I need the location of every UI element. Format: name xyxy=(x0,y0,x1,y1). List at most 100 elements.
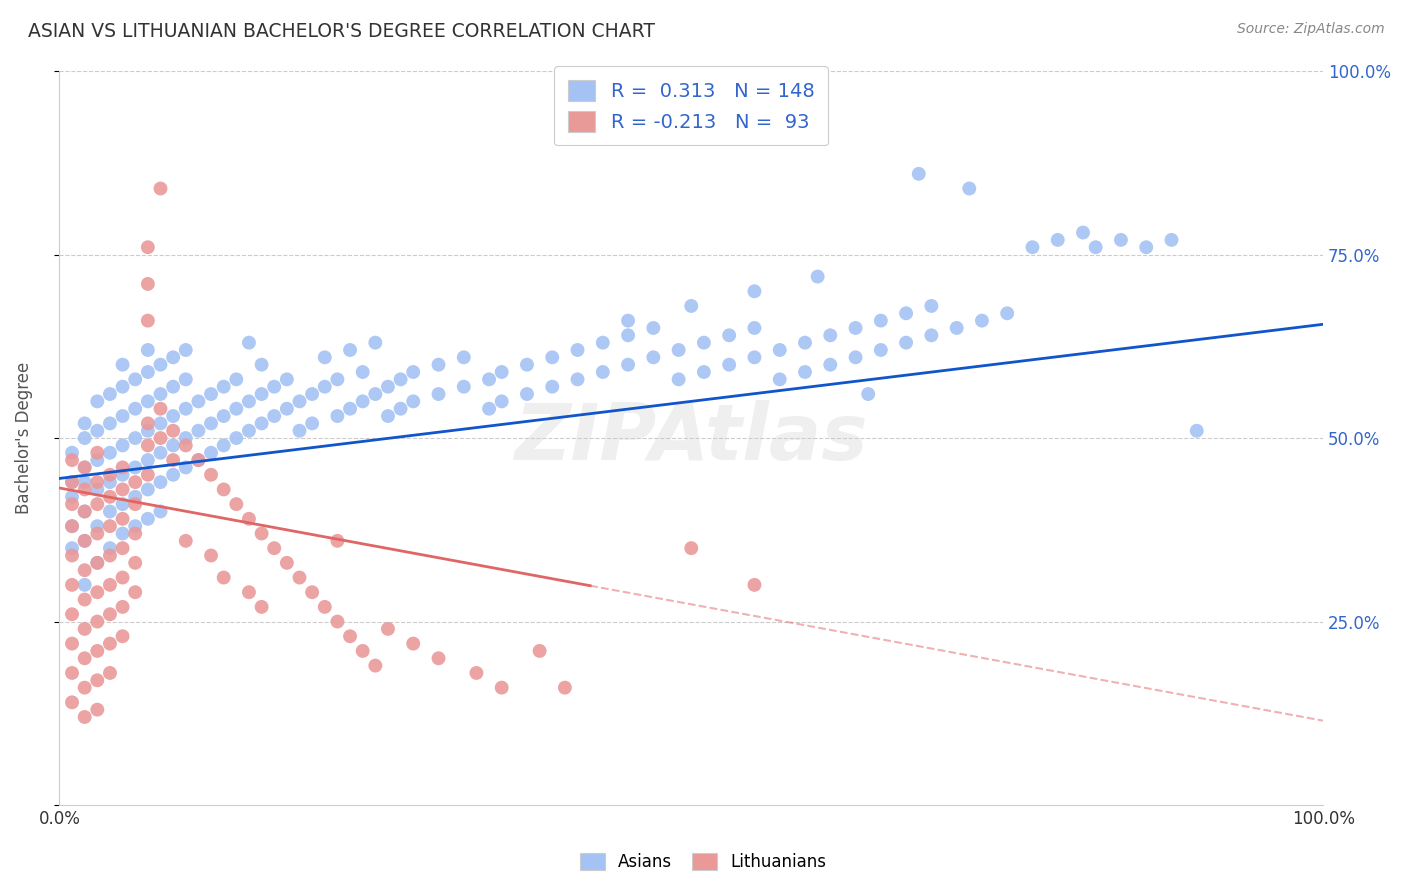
Point xyxy=(86,556,108,570)
Point xyxy=(98,490,121,504)
Point xyxy=(124,401,146,416)
Point xyxy=(478,401,501,416)
Point xyxy=(225,497,247,511)
Point xyxy=(402,365,425,379)
Point xyxy=(744,351,766,365)
Point xyxy=(111,460,134,475)
Text: ASIAN VS LITHUANIAN BACHELOR'S DEGREE CORRELATION CHART: ASIAN VS LITHUANIAN BACHELOR'S DEGREE CO… xyxy=(28,22,655,41)
Point xyxy=(427,651,450,665)
Point xyxy=(238,512,260,526)
Point xyxy=(744,285,766,299)
Point xyxy=(187,453,209,467)
Point xyxy=(238,424,260,438)
Point xyxy=(427,387,450,401)
Point xyxy=(174,438,197,452)
Point xyxy=(98,607,121,622)
Point xyxy=(124,460,146,475)
Point xyxy=(238,394,260,409)
Point xyxy=(174,372,197,386)
Point xyxy=(60,475,83,489)
Point xyxy=(693,335,716,350)
Point xyxy=(567,372,589,386)
Point xyxy=(149,181,172,195)
Point xyxy=(124,475,146,489)
Point xyxy=(250,358,273,372)
Point xyxy=(364,387,387,401)
Point xyxy=(364,335,387,350)
Point xyxy=(794,335,817,350)
Point xyxy=(845,351,868,365)
Point xyxy=(681,541,703,556)
Point xyxy=(1071,226,1094,240)
Point xyxy=(60,665,83,680)
Point xyxy=(212,483,235,497)
Point xyxy=(111,358,134,372)
Point xyxy=(1185,424,1208,438)
Point xyxy=(73,460,96,475)
Legend: R =  0.313   N = 148, R = -0.213   N =  93: R = 0.313 N = 148, R = -0.213 N = 93 xyxy=(554,66,828,145)
Point xyxy=(250,526,273,541)
Point xyxy=(98,446,121,460)
Point xyxy=(98,541,121,556)
Point xyxy=(592,335,614,350)
Point xyxy=(73,460,96,475)
Point xyxy=(136,417,159,431)
Point xyxy=(516,387,538,401)
Point xyxy=(920,328,942,343)
Point xyxy=(314,599,336,614)
Point xyxy=(326,409,349,423)
Point xyxy=(149,446,172,460)
Point xyxy=(693,365,716,379)
Point xyxy=(225,431,247,445)
Point xyxy=(326,533,349,548)
Point xyxy=(149,358,172,372)
Point xyxy=(288,570,311,584)
Point xyxy=(352,365,374,379)
Point xyxy=(617,313,640,327)
Point xyxy=(200,417,222,431)
Point xyxy=(60,453,83,467)
Point xyxy=(643,321,665,335)
Point xyxy=(453,380,475,394)
Point xyxy=(1021,240,1043,254)
Point xyxy=(326,615,349,629)
Point xyxy=(995,306,1018,320)
Point xyxy=(263,409,285,423)
Point xyxy=(124,490,146,504)
Text: ZIPAtlas: ZIPAtlas xyxy=(515,401,868,476)
Point xyxy=(124,431,146,445)
Point xyxy=(73,504,96,518)
Point xyxy=(136,277,159,291)
Point xyxy=(200,467,222,482)
Point xyxy=(86,585,108,599)
Point xyxy=(681,299,703,313)
Point xyxy=(111,483,134,497)
Point xyxy=(98,387,121,401)
Point xyxy=(136,512,159,526)
Point xyxy=(820,358,842,372)
Point xyxy=(174,533,197,548)
Point xyxy=(73,710,96,724)
Point xyxy=(73,622,96,636)
Point xyxy=(60,607,83,622)
Point xyxy=(200,549,222,563)
Point xyxy=(111,497,134,511)
Point xyxy=(86,424,108,438)
Point xyxy=(86,453,108,467)
Point xyxy=(73,578,96,592)
Point xyxy=(920,299,942,313)
Point xyxy=(124,497,146,511)
Point xyxy=(314,380,336,394)
Point xyxy=(820,328,842,343)
Point xyxy=(86,615,108,629)
Point xyxy=(73,533,96,548)
Point xyxy=(73,483,96,497)
Point xyxy=(86,703,108,717)
Point xyxy=(111,629,134,643)
Point xyxy=(111,570,134,584)
Point xyxy=(668,343,690,357)
Point xyxy=(389,401,412,416)
Point xyxy=(970,313,993,327)
Point xyxy=(554,681,576,695)
Point xyxy=(60,549,83,563)
